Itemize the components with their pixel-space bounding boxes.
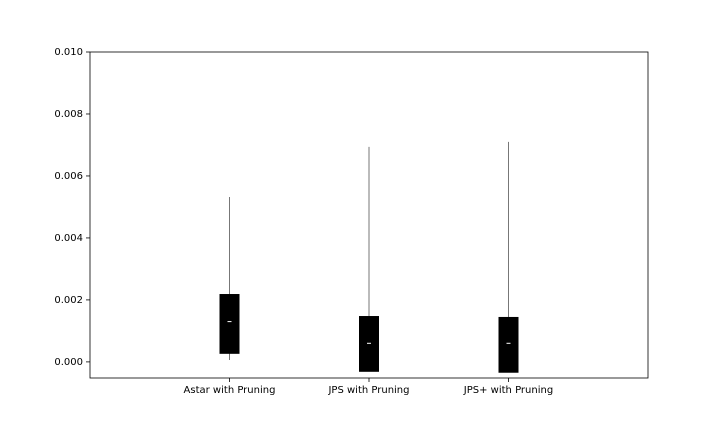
y-tick-label: 0.004 <box>54 233 83 244</box>
x-tick-label: Astar with Pruning <box>184 385 276 396</box>
box <box>498 316 519 373</box>
x-tick-label: JPS+ with Pruning <box>463 385 553 396</box>
y-tick-label: 0.010 <box>54 47 83 58</box>
x-tick-label: JPS with Pruning <box>327 385 409 396</box>
box <box>359 316 379 372</box>
y-tick-label: 0.008 <box>54 109 83 120</box>
y-tick-label: 0.006 <box>54 171 83 182</box>
y-tick-label: 0.000 <box>54 357 83 368</box>
y-tick-label: 0.002 <box>54 295 83 306</box>
box <box>219 294 240 354</box>
